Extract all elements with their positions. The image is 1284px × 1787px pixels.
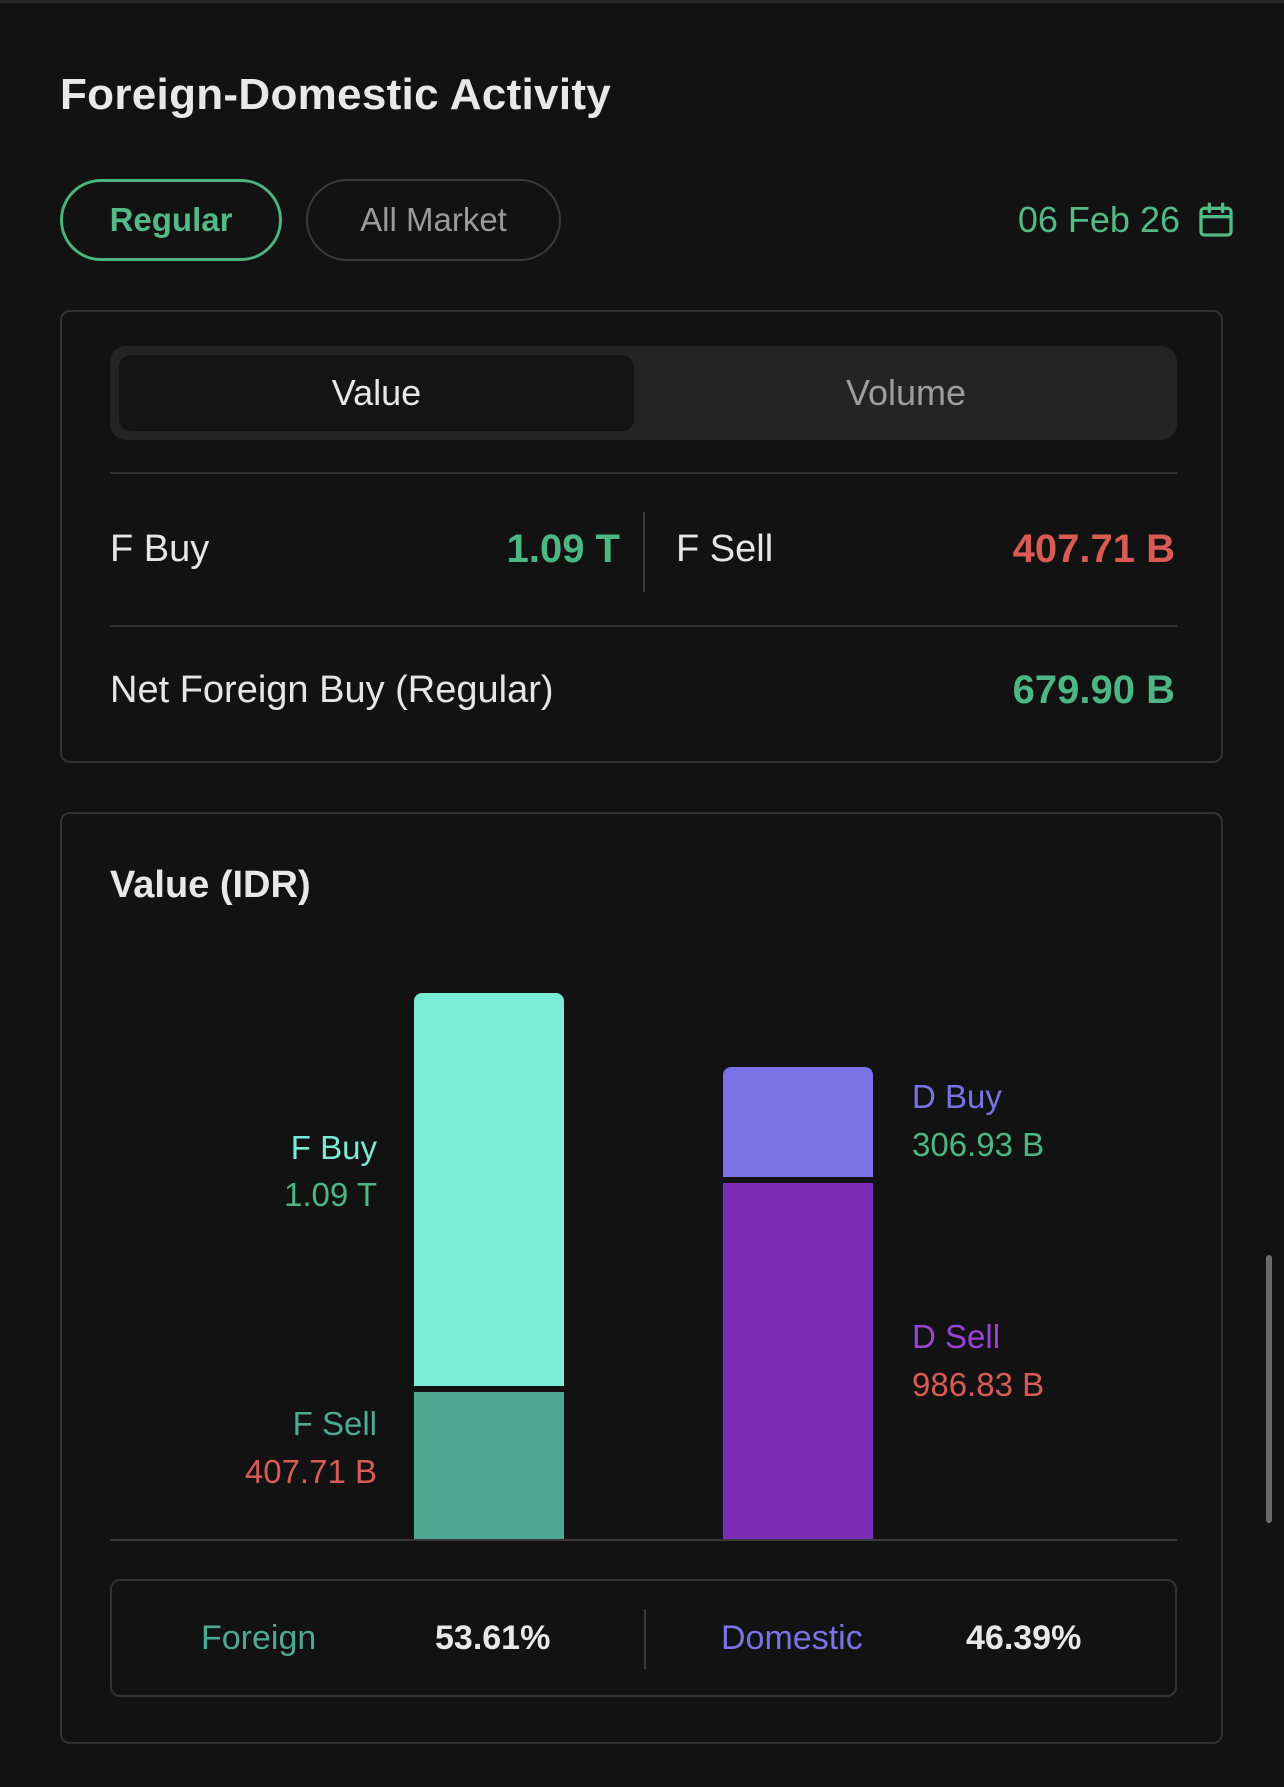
bar-d-sell xyxy=(723,1183,873,1539)
foreign-share-label: Foreign xyxy=(201,1619,317,1657)
label-d-sell-value: 986.83 B xyxy=(912,1366,1045,1403)
f-buy-label: F Buy xyxy=(110,528,210,570)
value-volume-toggle: Value Volume xyxy=(110,346,1177,440)
label-d-buy-value: 306.93 B xyxy=(912,1126,1045,1163)
divider xyxy=(110,625,1177,627)
f-sell-label: F Sell xyxy=(676,528,774,570)
domestic-share-value: 46.39% xyxy=(966,1619,1082,1657)
divider-vertical xyxy=(644,1609,646,1669)
top-divider xyxy=(0,0,1284,3)
label-d-buy: D Buy xyxy=(912,1078,1002,1115)
scrollbar[interactable] xyxy=(1266,1255,1272,1523)
bar-f-sell xyxy=(414,1392,564,1539)
label-d-sell: D Sell xyxy=(912,1318,1001,1355)
calendar-icon xyxy=(1199,202,1233,237)
share-summary: Foreign 53.61% Domestic 46.39% xyxy=(110,1579,1177,1697)
chart-baseline xyxy=(110,1539,1177,1541)
foreign-share-value: 53.61% xyxy=(435,1619,551,1657)
f-sell-value: 407.71 B xyxy=(1012,527,1175,571)
net-foreign-label: Net Foreign Buy (Regular) xyxy=(110,669,554,711)
bar-f-buy xyxy=(414,993,564,1386)
foreign-summary-card: Value Volume F Buy 1.09 T F Sell 407.71 … xyxy=(60,310,1223,763)
tab-value[interactable]: Value xyxy=(119,355,634,431)
page-title: Foreign-Domestic Activity xyxy=(60,70,612,119)
date-label: 06 Feb 26 xyxy=(1017,199,1180,240)
domestic-share-label: Domestic xyxy=(721,1619,863,1657)
value-chart-card: Value (IDR) F Buy 1.09 T F Sell 407.71 B… xyxy=(60,812,1223,1744)
label-f-buy-value: 1.09 T xyxy=(284,1176,377,1213)
bar-d-buy xyxy=(723,1067,873,1177)
divider xyxy=(110,472,1177,474)
date-picker[interactable]: 06 Feb 26 xyxy=(1018,196,1236,244)
label-f-sell: F Sell xyxy=(292,1405,377,1442)
filter-regular-button[interactable]: Regular xyxy=(60,179,282,261)
label-f-sell-value: 407.71 B xyxy=(244,1453,377,1490)
net-foreign-value: 679.90 B xyxy=(1012,668,1175,712)
tab-volume[interactable]: Volume xyxy=(845,372,967,413)
f-buy-value: 1.09 T xyxy=(506,527,620,571)
label-f-buy: F Buy xyxy=(290,1129,377,1166)
filter-all-market-button[interactable]: All Market xyxy=(306,179,561,261)
chart-title: Value (IDR) xyxy=(110,864,311,906)
divider-vertical xyxy=(643,512,645,592)
